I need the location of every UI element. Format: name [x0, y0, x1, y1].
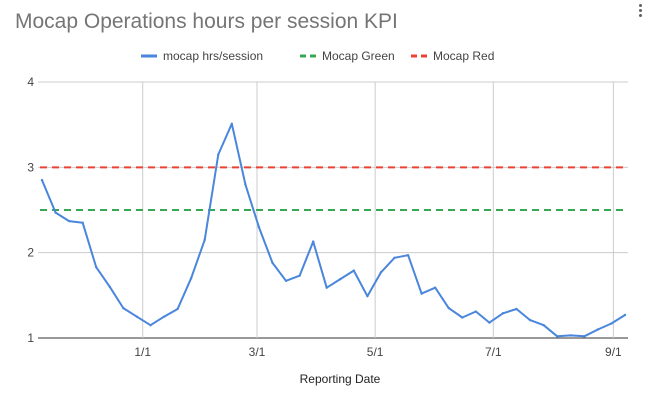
- data-point: [81, 221, 84, 224]
- x-tick-label: 9/1: [605, 345, 622, 359]
- data-point: [271, 261, 274, 265]
- data-point: [610, 322, 613, 325]
- data-point: [54, 211, 57, 214]
- data-point: [67, 219, 71, 223]
- data-point: [189, 277, 193, 280]
- data-point: [95, 265, 98, 269]
- data-point: [244, 183, 247, 186]
- data-point: [352, 269, 356, 272]
- data-point: [108, 285, 111, 288]
- y-tick-label: 1: [27, 331, 34, 345]
- data-point: [501, 312, 505, 315]
- data-point: [569, 334, 572, 337]
- data-point: [542, 324, 545, 327]
- data-point: [162, 315, 166, 318]
- data-point: [217, 153, 220, 156]
- data-point: [515, 307, 518, 311]
- x-tick-label: 7/1: [485, 345, 502, 359]
- data-point: [596, 328, 600, 331]
- data-point: [203, 238, 206, 242]
- data-point: [176, 307, 179, 311]
- data-point: [474, 310, 478, 313]
- data-point: [433, 286, 437, 289]
- data-point: [325, 286, 328, 289]
- legend-label: mocap hrs/session: [163, 49, 263, 63]
- series-line-mocap-hrs-session: [41, 122, 626, 338]
- data-point: [488, 321, 491, 324]
- y-tick-label: 4: [27, 75, 34, 89]
- legend-label: Mocap Red: [433, 49, 494, 63]
- data-point: [528, 318, 532, 322]
- data-point: [40, 178, 44, 182]
- data-point: [420, 292, 423, 295]
- data-point: [257, 225, 261, 229]
- chart-title: Mocap Operations hours per session KPI: [15, 10, 398, 33]
- data-point: [149, 324, 152, 327]
- data-point: [230, 122, 234, 126]
- legend-label: Mocap Green: [322, 49, 395, 63]
- data-point: [122, 306, 125, 310]
- data-point: [379, 271, 383, 274]
- y-tick-label: 3: [27, 160, 34, 174]
- y-tick-label: 2: [27, 246, 34, 260]
- x-tick-label: 3/1: [249, 345, 266, 359]
- data-point: [583, 335, 586, 338]
- data-point: [366, 294, 369, 298]
- data-point: [447, 306, 450, 310]
- x-axis-label: Reporting Date: [300, 372, 381, 386]
- data-point: [406, 254, 410, 257]
- data-point: [623, 313, 627, 317]
- x-tick-label: 1/1: [134, 345, 151, 359]
- data-point: [461, 316, 464, 319]
- more-options-icon[interactable]: [634, 2, 646, 22]
- data-point: [339, 277, 342, 281]
- data-point: [393, 256, 396, 259]
- data-point: [135, 315, 139, 318]
- data-point: [284, 279, 288, 283]
- data-point: [556, 335, 559, 338]
- data-point: [311, 240, 315, 243]
- x-tick-label: 5/1: [367, 345, 384, 359]
- data-point: [298, 274, 301, 277]
